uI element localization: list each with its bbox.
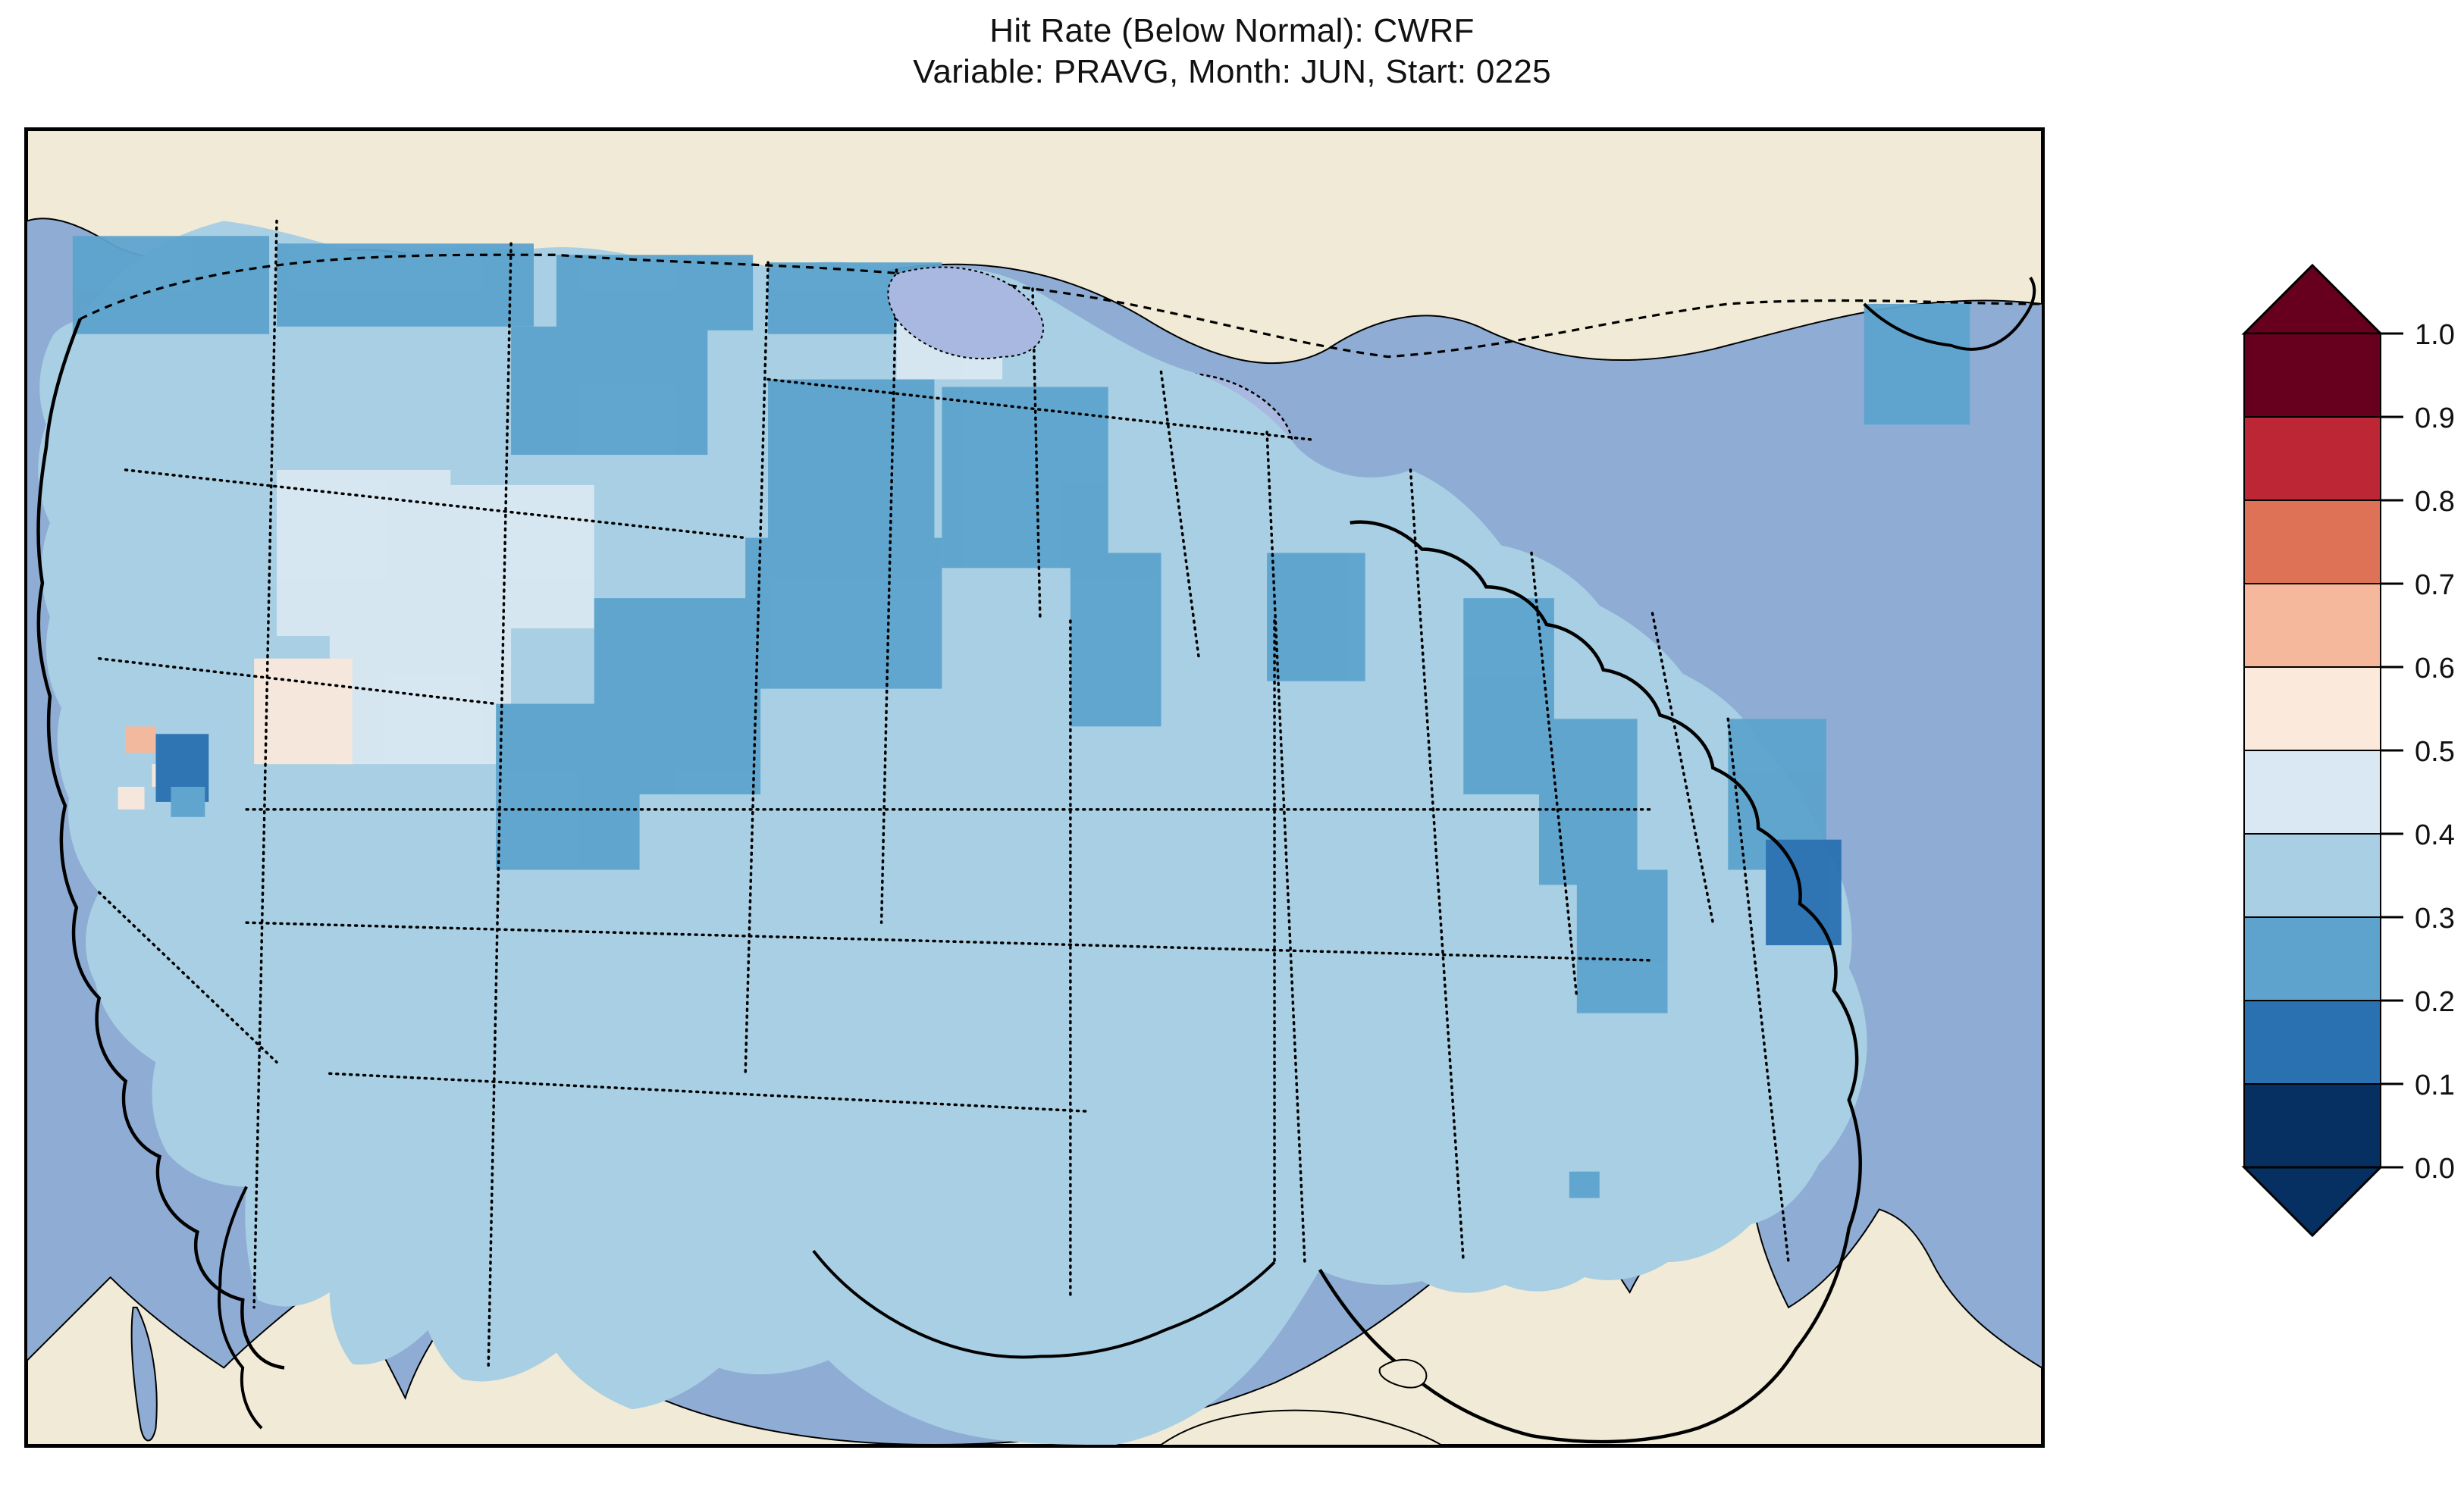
- map-panel: [24, 127, 2045, 1448]
- svg-text:0.6: 0.6: [2415, 653, 2455, 684]
- colorbar-tick-labels: 1.0 0.9 0.8 0.7 0.6 0.5 0.4 0.3 0.2 0.1 …: [2415, 319, 2455, 1185]
- svg-text:0.9: 0.9: [2415, 402, 2455, 434]
- colorbar-bands: [2244, 265, 2381, 1236]
- chart-title: Hit Rate (Below Normal): CWRF Variable: …: [0, 11, 2464, 92]
- svg-text:0.4: 0.4: [2415, 819, 2455, 851]
- svg-text:0.8: 0.8: [2415, 486, 2455, 518]
- svg-text:0.7: 0.7: [2415, 569, 2455, 601]
- root-container: Hit Rate (Below Normal): CWRF Variable: …: [0, 0, 2464, 1494]
- colorbar: 1.0 0.9 0.8 0.7 0.6 0.5 0.4 0.3 0.2 0.1 …: [2176, 250, 2464, 1251]
- svg-text:0.0: 0.0: [2415, 1153, 2455, 1185]
- svg-text:1.0: 1.0: [2415, 319, 2455, 351]
- svg-text:0.2: 0.2: [2415, 986, 2455, 1018]
- svg-text:0.5: 0.5: [2415, 736, 2455, 768]
- svg-text:0.3: 0.3: [2415, 903, 2455, 935]
- svg-text:0.1: 0.1: [2415, 1070, 2455, 1101]
- colorbar-ticks: [2381, 334, 2403, 1167]
